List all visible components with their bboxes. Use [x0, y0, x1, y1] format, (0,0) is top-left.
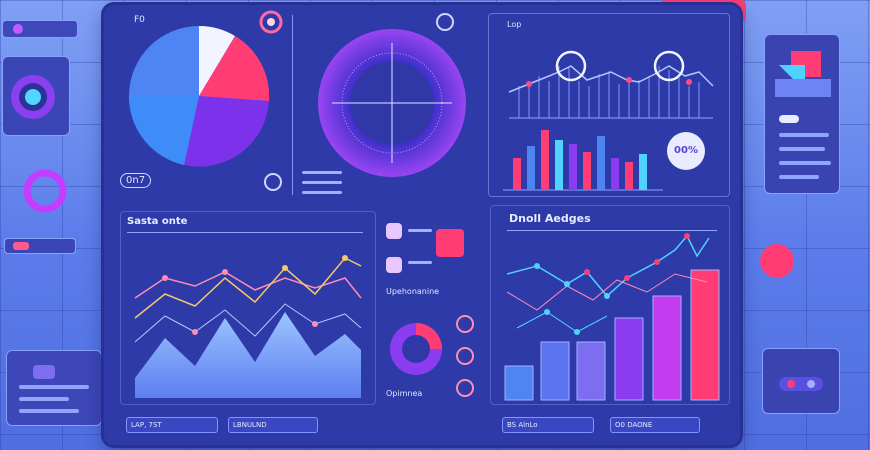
analytics-panel: Dnoll Aedges [490, 205, 730, 405]
mini-line [408, 229, 432, 232]
legend-line [302, 171, 342, 174]
pie-chart [128, 26, 270, 167]
chat-icon [779, 377, 823, 391]
card-icon [775, 51, 831, 97]
area-line-chart [134, 255, 362, 398]
toggle-icon[interactable] [456, 347, 474, 365]
legend-line [302, 181, 342, 184]
bar-chart-small [503, 130, 663, 191]
legend-line [302, 191, 342, 194]
profile-card[interactable] [6, 350, 102, 426]
title-underline [507, 230, 717, 231]
mini-donut-chart [390, 323, 442, 375]
top-left-chip[interactable] [2, 20, 78, 38]
report-card[interactable] [764, 34, 840, 194]
settings-card[interactable] [2, 56, 70, 136]
optimize-label: Opimnea [386, 389, 423, 398]
mini-line [408, 261, 432, 264]
target-icon[interactable] [256, 7, 286, 37]
divider [292, 15, 293, 195]
gear-icon [11, 75, 55, 119]
percent-indicator: 00% [667, 132, 705, 170]
top-right-panel: Lop [488, 13, 730, 197]
heart-icon[interactable] [436, 229, 464, 257]
chat-card[interactable] [762, 348, 840, 414]
status-dot-icon [13, 242, 29, 250]
line-trend-chart [508, 50, 714, 119]
lock-icon[interactable] [262, 171, 284, 193]
status-chip[interactable] [4, 238, 76, 254]
settings-icon[interactable] [430, 7, 460, 37]
mini-widget[interactable] [386, 223, 402, 239]
network-bar-chart [504, 233, 720, 401]
line-area-panel: Sasta onte [120, 211, 376, 405]
mini-widget[interactable] [386, 257, 402, 273]
footer-chip[interactable]: BS AlnLo [502, 417, 594, 433]
ring-icon[interactable] [20, 166, 70, 216]
toggle-icon[interactable] [456, 379, 474, 397]
line-area-title: Sasta onte [127, 216, 188, 227]
footer-chip[interactable]: LAP, 7ST [126, 417, 218, 433]
analytics-title: Dnoll Aedges [509, 212, 591, 225]
pin-icon[interactable] [760, 244, 794, 278]
toggle-icon[interactable] [456, 315, 474, 333]
footer-chip[interactable]: LBNULND [228, 417, 318, 433]
mini-donut-caption: Upehonanine [386, 287, 440, 296]
dashboard-monitor: 0n7 F0 Lop [104, 5, 740, 445]
footer-chip[interactable]: O0 DAONE [610, 417, 700, 433]
title-underline [127, 232, 363, 233]
tiny-label: Lop [507, 20, 522, 29]
ring-mark: F0 [134, 15, 145, 25]
donut-chart [318, 29, 466, 177]
avatar [33, 365, 55, 379]
toggle-icon [13, 24, 23, 34]
pie-caption: 0n7 [120, 173, 152, 188]
